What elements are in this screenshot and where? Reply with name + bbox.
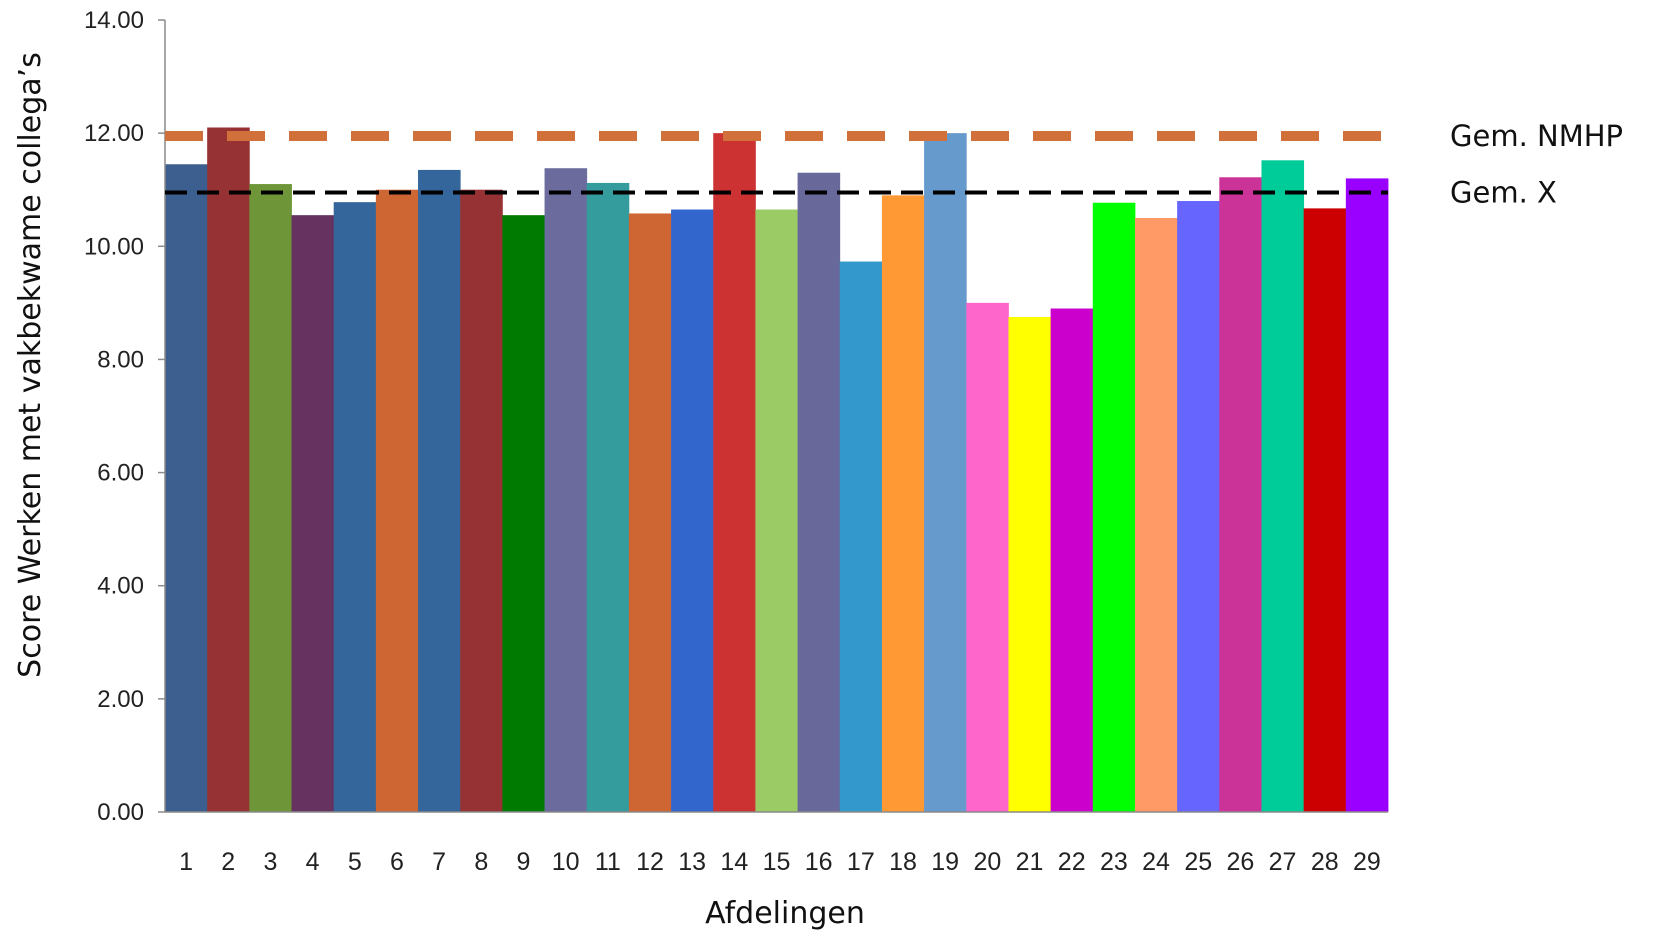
y-tick-label: 2.00 — [97, 686, 144, 713]
bar-15 — [755, 209, 798, 812]
bar-11 — [586, 182, 630, 812]
bar-29 — [1345, 178, 1389, 812]
bar-14 — [713, 133, 756, 812]
bar-21 — [1008, 317, 1052, 812]
bar-17 — [839, 261, 883, 812]
y-tick-label: 8.00 — [97, 346, 144, 373]
bar-8 — [460, 189, 503, 812]
x-tick-label: 23 — [1100, 848, 1128, 876]
x-tick-label: 3 — [263, 848, 277, 876]
x-tick-label: 10 — [552, 848, 580, 876]
x-tick-label: 19 — [931, 848, 959, 876]
x-tick-label: 25 — [1184, 848, 1212, 876]
x-tick-label: 28 — [1311, 848, 1339, 876]
x-tick-label: 11 — [595, 848, 621, 876]
y-tick-label: 10.00 — [84, 233, 144, 260]
bar-16 — [797, 172, 841, 813]
bar-13 — [671, 209, 714, 812]
x-tick-label: 22 — [1058, 848, 1086, 876]
bar-20 — [966, 302, 1009, 812]
bar-26 — [1219, 177, 1262, 812]
x-tick-label: 27 — [1269, 848, 1297, 876]
x-tick-label: 18 — [889, 848, 917, 876]
x-tick-label: 21 — [1016, 848, 1044, 876]
y-axis-label: Score Werken met vakbekwame collega’s — [13, 52, 48, 678]
bar-22 — [1050, 308, 1094, 812]
x-tick-label: 8 — [474, 848, 488, 876]
bar-5 — [333, 202, 377, 812]
bar-4 — [291, 215, 335, 813]
x-tick-label: 29 — [1353, 848, 1381, 876]
y-tick-label: 14.00 — [84, 7, 144, 34]
bar-3 — [249, 184, 292, 812]
x-tick-label: 24 — [1142, 848, 1170, 876]
bar-23 — [1092, 202, 1136, 813]
x-tick-label: 1 — [179, 848, 193, 876]
bar-19 — [924, 133, 967, 812]
bar-18 — [881, 195, 925, 812]
bar-28 — [1303, 208, 1347, 812]
bar-27 — [1261, 160, 1305, 813]
reference-line-label: Gem. NMHP — [1450, 119, 1623, 153]
bar-1 — [165, 164, 208, 812]
x-tick-label: 2 — [221, 848, 235, 876]
x-tick-label: 6 — [390, 848, 404, 876]
x-tick-label: 12 — [636, 848, 664, 876]
bar-2 — [207, 127, 250, 813]
x-tick-label: 16 — [805, 848, 833, 876]
reference-line-label: Gem. X — [1450, 176, 1557, 210]
bar-9 — [502, 215, 545, 813]
x-tick-label: 17 — [847, 848, 875, 876]
y-tick-label: 0.00 — [97, 799, 144, 826]
x-tick-label: 5 — [348, 848, 362, 876]
x-tick-label: 14 — [720, 848, 748, 876]
x-tick-label: 13 — [678, 848, 706, 876]
bar-6 — [375, 189, 419, 812]
x-tick-labels: 1 2 3 4 5 6 7 8 9 10 11 12 13 14 15 16 17 18 19 20 21 22 23 24 2… — [179, 848, 1381, 876]
x-axis-label: Afdelingen — [705, 896, 865, 931]
bar-7 — [418, 169, 461, 812]
bars-group — [165, 127, 1389, 813]
y-tick-labels: 0.00 2.00 4.00 6.00 8.00 10.00 12.00 14.00 — [84, 7, 144, 826]
bar-10 — [544, 168, 588, 813]
x-tick-label: 7 — [432, 848, 446, 876]
x-tick-label: 15 — [763, 848, 791, 876]
bar-25 — [1177, 201, 1220, 812]
x-tick-label: 20 — [973, 848, 1001, 876]
axes-group — [158, 19, 1388, 813]
y-tick-label: 6.00 — [97, 460, 144, 487]
y-tick-label: 12.00 — [84, 120, 144, 147]
reference-lines: Gem. NMHP Gem. X — [165, 119, 1623, 210]
bar-12 — [628, 213, 672, 813]
x-tick-label: 9 — [517, 848, 531, 876]
x-tick-label: 4 — [306, 848, 320, 876]
x-tick-label: 26 — [1226, 848, 1254, 876]
y-tick-label: 4.00 — [97, 573, 144, 600]
bar-24 — [1134, 218, 1178, 812]
